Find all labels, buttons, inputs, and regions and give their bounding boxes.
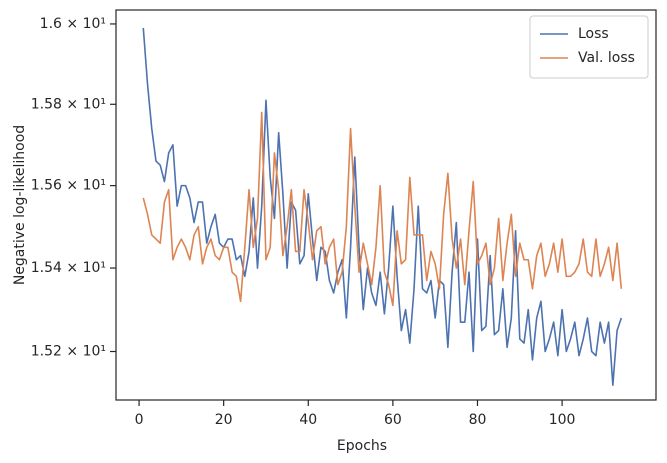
x-tick-label: 60 [384, 412, 402, 428]
legend-box [529, 15, 649, 79]
x-tick-label: 100 [549, 412, 576, 428]
y-tick-label: 1.56 × 10¹ [31, 178, 106, 194]
x-tick-label: 40 [299, 412, 317, 428]
y-tick-label: 1.6 × 10¹ [40, 16, 106, 32]
y-axis-label: Negative log-likelihood [12, 125, 28, 285]
x-tick-label: 80 [469, 412, 487, 428]
x-tick-label: 20 [215, 412, 233, 428]
y-tick-label: 1.54 × 10¹ [31, 260, 106, 276]
x-axis-label: Epochs [337, 438, 387, 454]
y-tick-label: 1.52 × 10¹ [31, 344, 106, 360]
plot-frame [115, 9, 657, 401]
legend-label: Val. loss [578, 50, 635, 66]
series-line [142, 111, 623, 307]
y-tick-label: 1.58 × 10¹ [31, 96, 106, 112]
legend-label: Loss [578, 26, 609, 42]
x-tick-label: 0 [135, 412, 144, 428]
series-line [142, 27, 623, 386]
